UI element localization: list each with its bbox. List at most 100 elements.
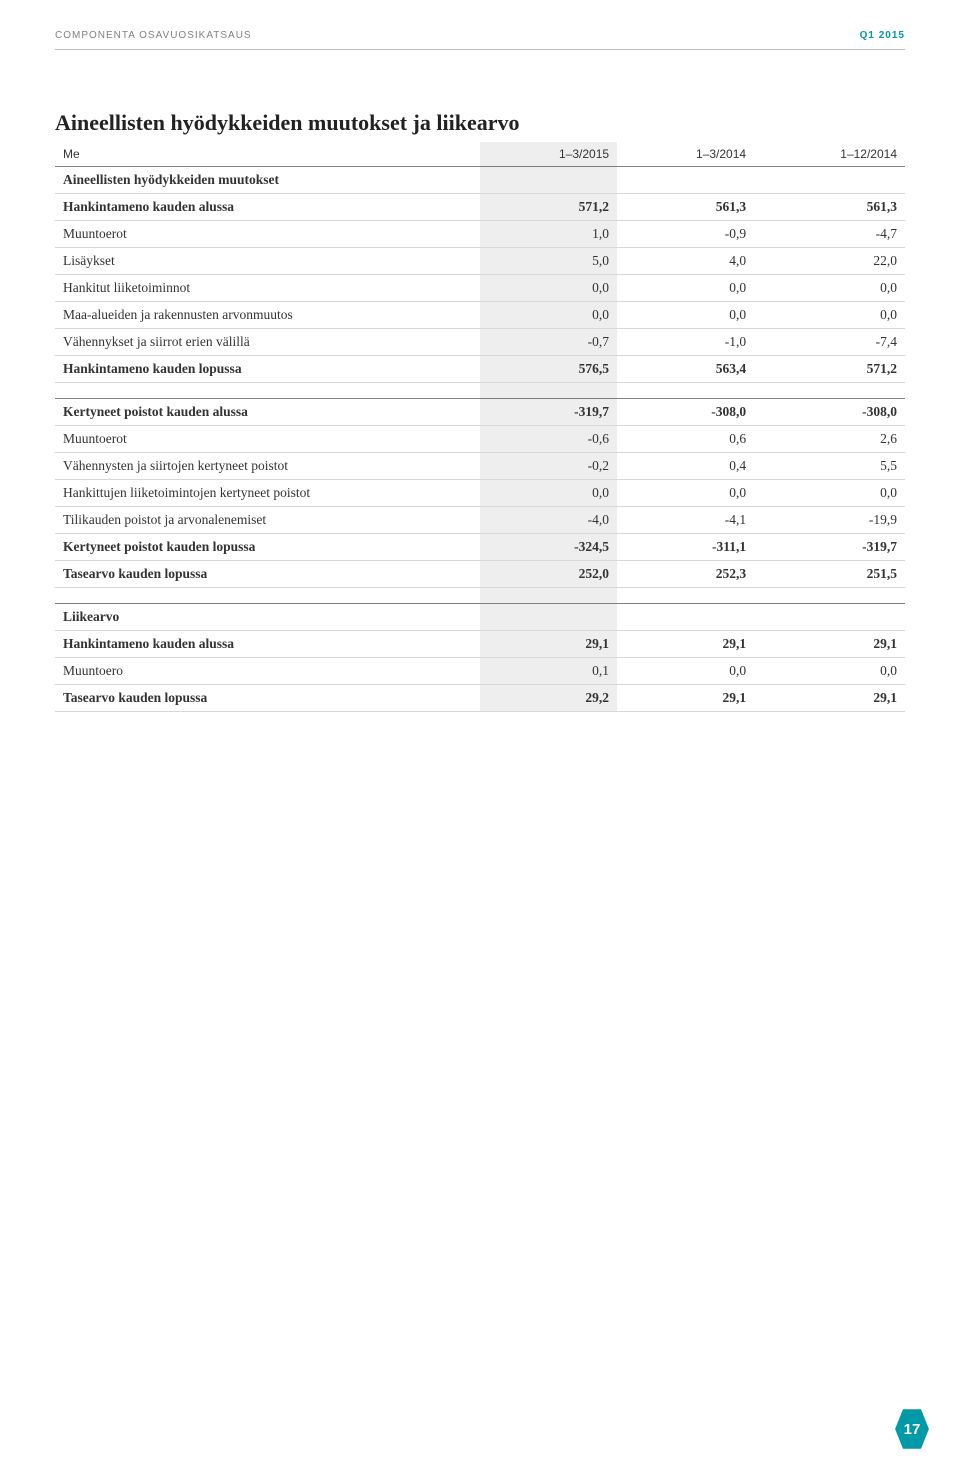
table-cell: -1,0 (617, 329, 754, 356)
table-cell (617, 167, 754, 194)
table-cell: 4,0 (617, 248, 754, 275)
table-cell: -324,5 (480, 534, 617, 561)
table-cell: -319,7 (480, 399, 617, 426)
table-cell: 0,0 (617, 480, 754, 507)
table-row: Lisäykset5,04,022,0 (55, 248, 905, 275)
table-cell: 252,0 (480, 561, 617, 588)
table-row: Muuntoerot1,0-0,9-4,7 (55, 221, 905, 248)
table-cell: 0,0 (617, 275, 754, 302)
table-row: Maa-alueiden ja rakennusten arvonmuutos0… (55, 302, 905, 329)
table-row: Tilikauden poistot ja arvonalenemiset-4,… (55, 507, 905, 534)
table-cell: -19,9 (754, 507, 905, 534)
table-cell: 561,3 (617, 194, 754, 221)
financial-table: Me 1–3/2015 1–3/2014 1–12/2014 Aineellis… (55, 142, 905, 712)
table-cell: Kertyneet poistot kauden lopussa (55, 534, 480, 561)
table-cell: 0,1 (480, 658, 617, 685)
table-cell: Muuntoerot (55, 426, 480, 453)
table-cell: 251,5 (754, 561, 905, 588)
table-cell: Aineellisten hyödykkeiden muutokset (55, 167, 480, 194)
table-cell: -4,0 (480, 507, 617, 534)
table-cell: 561,3 (754, 194, 905, 221)
table-cell: Liikearvo (55, 604, 480, 631)
table-cell: Hankintameno kauden lopussa (55, 356, 480, 383)
table-cell (754, 167, 905, 194)
table-row: Muuntoerot-0,60,62,6 (55, 426, 905, 453)
table-cell: 0,6 (617, 426, 754, 453)
table-cell: 571,2 (754, 356, 905, 383)
table-cell: Maa-alueiden ja rakennusten arvonmuutos (55, 302, 480, 329)
section-gap (55, 383, 905, 399)
table-row: Hankintameno kauden lopussa576,5563,4571… (55, 356, 905, 383)
table-cell: 29,1 (754, 685, 905, 712)
table-cell: 0,0 (480, 275, 617, 302)
table-cell: 29,1 (480, 631, 617, 658)
table-cell: -308,0 (754, 399, 905, 426)
table-row: Muuntoero0,10,00,0 (55, 658, 905, 685)
section-heading-row: Liikearvo (55, 604, 905, 631)
section-gap (55, 588, 905, 604)
table-cell: 5,0 (480, 248, 617, 275)
table-row: Tasearvo kauden lopussa252,0252,3251,5 (55, 561, 905, 588)
section-heading-row: Aineellisten hyödykkeiden muutokset (55, 167, 905, 194)
table-cell (480, 167, 617, 194)
table-cell: -308,0 (617, 399, 754, 426)
table-cell: Hankintameno kauden alussa (55, 631, 480, 658)
table-row: Hankittujen liiketoimintojen kertyneet p… (55, 480, 905, 507)
table-cell: 29,1 (617, 631, 754, 658)
col-label: Me (55, 142, 480, 167)
page-number: 17 (904, 1421, 921, 1438)
table-cell: 563,4 (617, 356, 754, 383)
table-cell: Muuntoerot (55, 221, 480, 248)
table-cell (617, 604, 754, 631)
table-cell: 29,1 (617, 685, 754, 712)
table-cell: 576,5 (480, 356, 617, 383)
table-cell: -0,6 (480, 426, 617, 453)
table-cell: 0,4 (617, 453, 754, 480)
table-cell: -319,7 (754, 534, 905, 561)
table-cell: 0,0 (754, 275, 905, 302)
table-cell: 5,5 (754, 453, 905, 480)
table-cell: 0,0 (754, 480, 905, 507)
table-cell: 252,3 (617, 561, 754, 588)
table-cell: Muuntoero (55, 658, 480, 685)
table-cell: 0,0 (617, 658, 754, 685)
col-2: 1–3/2014 (617, 142, 754, 167)
table-cell: -4,1 (617, 507, 754, 534)
table-cell: Tasearvo kauden lopussa (55, 685, 480, 712)
column-header-row: Me 1–3/2015 1–3/2014 1–12/2014 (55, 142, 905, 167)
table-cell: 29,2 (480, 685, 617, 712)
table-row: Kertyneet poistot kauden lopussa-324,5-3… (55, 534, 905, 561)
table-cell: Hankitut liiketoiminnot (55, 275, 480, 302)
table-cell: Vähennysten ja siirtojen kertyneet poist… (55, 453, 480, 480)
table-cell: 0,0 (480, 302, 617, 329)
table-row: Tasearvo kauden lopussa29,229,129,1 (55, 685, 905, 712)
table-row: Hankintameno kauden alussa571,2561,3561,… (55, 194, 905, 221)
table-cell: 2,6 (754, 426, 905, 453)
table-title: Aineellisten hyödykkeiden muutokset ja l… (55, 110, 905, 136)
table-cell: Hankintameno kauden alussa (55, 194, 480, 221)
table-cell: -0,2 (480, 453, 617, 480)
table-cell: Vähennykset ja siirrot erien välillä (55, 329, 480, 356)
table-cell (754, 604, 905, 631)
table-cell: Lisäykset (55, 248, 480, 275)
table-cell: 22,0 (754, 248, 905, 275)
table-cell: -0,7 (480, 329, 617, 356)
table-cell (480, 604, 617, 631)
table-cell: Kertyneet poistot kauden alussa (55, 399, 480, 426)
table-cell: -0,9 (617, 221, 754, 248)
table-cell: 0,0 (617, 302, 754, 329)
table-cell: -4,7 (754, 221, 905, 248)
table-cell: 0,0 (480, 480, 617, 507)
table-cell: 0,0 (754, 658, 905, 685)
table-cell: 29,1 (754, 631, 905, 658)
table-row: Vähennykset ja siirrot erien välillä-0,7… (55, 329, 905, 356)
page-header: COMPONENTA OSAVUOSIKATSAUS Q1 2015 (55, 30, 905, 50)
table-row: Kertyneet poistot kauden alussa-319,7-30… (55, 399, 905, 426)
table-cell: 1,0 (480, 221, 617, 248)
table-cell: -7,4 (754, 329, 905, 356)
table-cell: -311,1 (617, 534, 754, 561)
page-number-badge: 17 (894, 1408, 930, 1450)
table-row: Hankitut liiketoiminnot0,00,00,0 (55, 275, 905, 302)
table-row: Vähennysten ja siirtojen kertyneet poist… (55, 453, 905, 480)
table-row: Hankintameno kauden alussa29,129,129,1 (55, 631, 905, 658)
